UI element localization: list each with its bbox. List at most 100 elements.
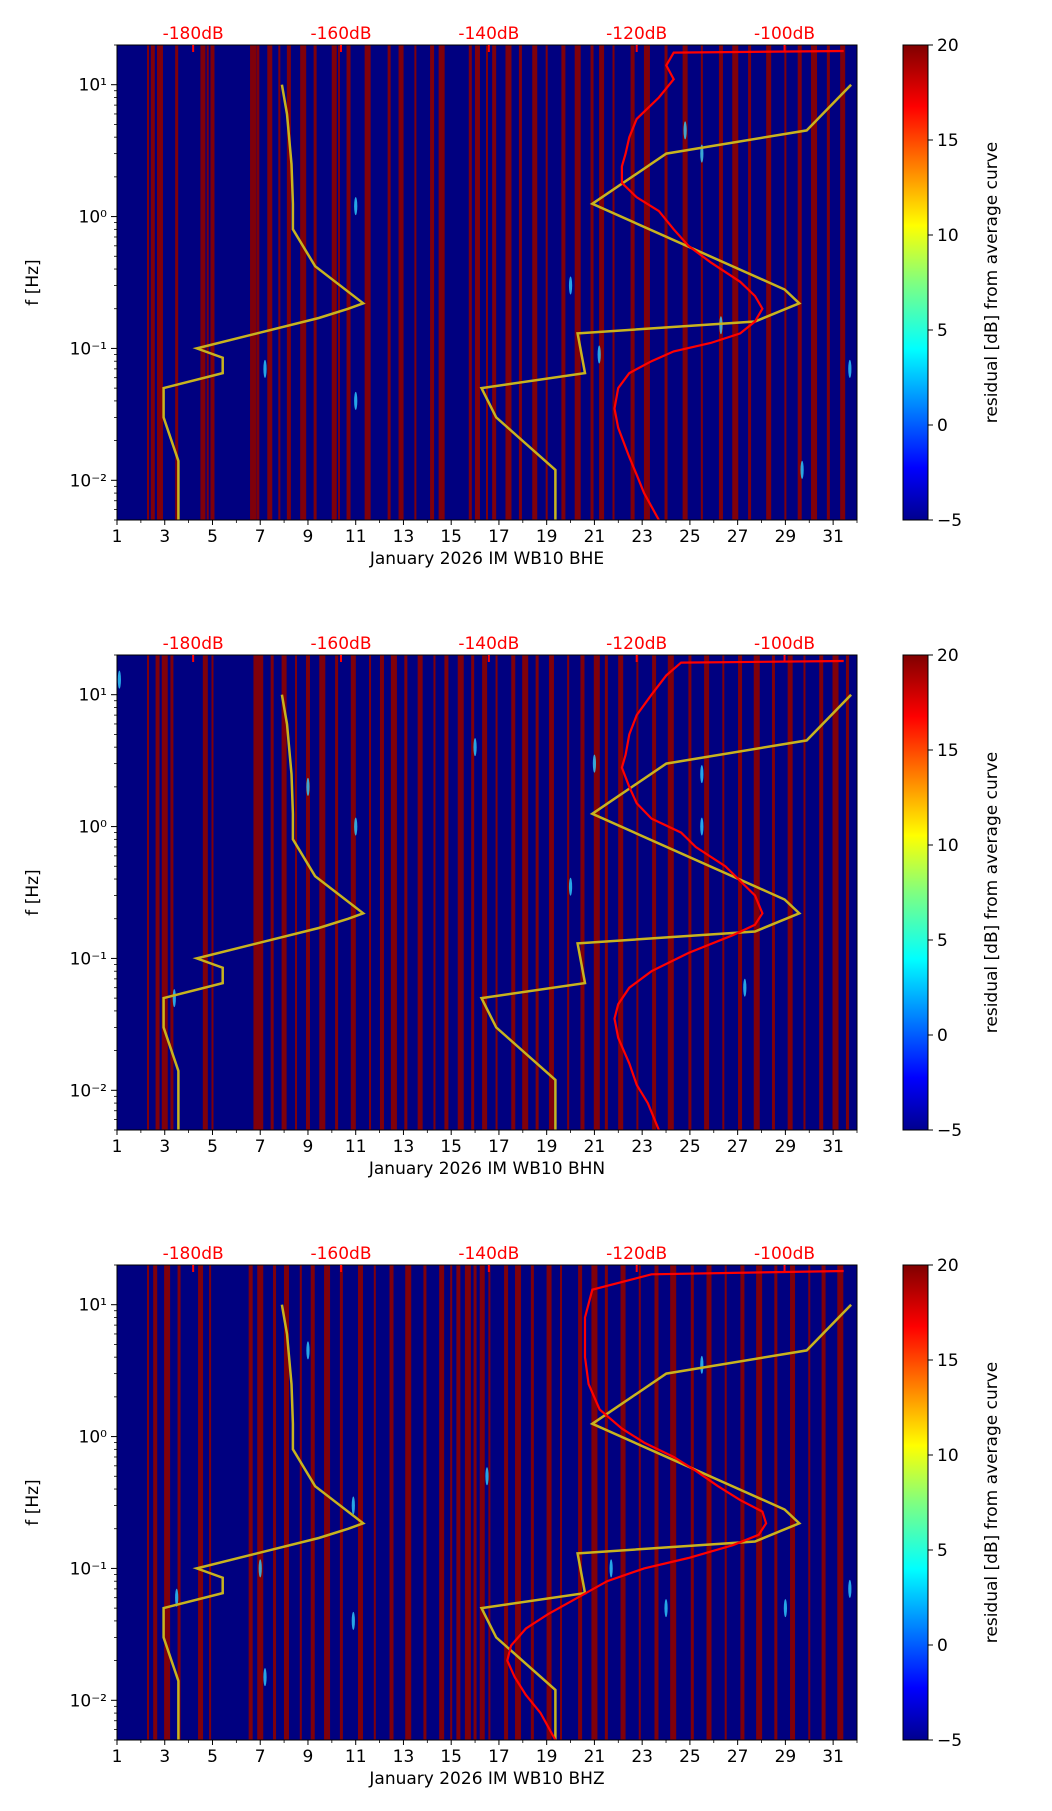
residual-band <box>147 1265 150 1740</box>
x-tick-label: 23 <box>631 1137 653 1157</box>
plot-frame <box>116 44 858 521</box>
top-db-tick-label: -180dB <box>163 24 224 44</box>
residual-speckle <box>354 391 358 410</box>
residual-speckle <box>719 316 723 335</box>
x-tick-label: 1 <box>112 1747 123 1767</box>
residual-band <box>379 655 384 1130</box>
residual-band <box>784 45 787 520</box>
residual-band <box>561 45 566 520</box>
x-tick-label: 19 <box>536 1747 558 1767</box>
plot-area <box>117 45 857 520</box>
residual-band <box>319 655 326 1130</box>
residual-band <box>473 1265 477 1740</box>
residual-band <box>170 655 174 1130</box>
residual-speckle <box>306 777 310 796</box>
residual-speckle <box>743 978 747 997</box>
residual-band <box>430 45 435 520</box>
residual-band <box>832 655 839 1130</box>
residual-speckle <box>263 1668 267 1687</box>
residual-band <box>281 655 287 1130</box>
residual-band <box>350 655 356 1130</box>
x-tick-label: 3 <box>159 1137 170 1157</box>
colorbar <box>902 44 929 521</box>
colorbar-label: residual [dB] from average curve <box>982 1362 1002 1643</box>
residual-band <box>492 45 497 520</box>
residual-band <box>495 655 498 1130</box>
plot-area <box>117 1265 857 1740</box>
residual-band <box>444 655 449 1130</box>
top-db-tick-label: -180dB <box>163 634 224 654</box>
residual-band <box>580 655 585 1130</box>
residual-band <box>532 45 538 520</box>
residual-band <box>808 1265 811 1740</box>
x-tick-label: 23 <box>631 527 653 547</box>
x-tick-label: 27 <box>727 527 749 547</box>
x-tick-label: 17 <box>488 527 510 547</box>
residual-band <box>840 45 846 520</box>
residual-band <box>414 45 417 520</box>
residual-band <box>724 1265 727 1740</box>
residual-speckle <box>354 817 358 836</box>
x-tick-label: 5 <box>207 1747 218 1767</box>
residual-band <box>620 1265 626 1740</box>
top-db-tick-label: -160dB <box>310 634 371 654</box>
residual-speckle <box>172 989 176 1008</box>
residual-band <box>738 655 743 1130</box>
residual-speckle <box>783 1599 787 1618</box>
residual-band <box>560 1265 562 1740</box>
heatmap-background <box>117 1265 857 1740</box>
plot-area <box>117 655 857 1130</box>
x-tick-label: 23 <box>631 1747 653 1767</box>
x-tick-label: 25 <box>679 527 701 547</box>
residual-band <box>438 45 445 520</box>
x-tick-label: 3 <box>159 1747 170 1767</box>
residual-band <box>803 655 806 1130</box>
residual-band <box>821 1265 826 1740</box>
residual-speckle <box>664 1599 668 1618</box>
residual-band <box>164 1265 171 1740</box>
residual-band <box>175 45 179 520</box>
residual-band <box>845 655 849 1130</box>
y-tick-label: 10⁰ <box>79 1428 108 1448</box>
x-tick-label: 11 <box>345 1137 367 1157</box>
residual-band <box>690 1265 694 1740</box>
top-db-tick-label: -100dB <box>754 634 815 654</box>
residual-speckle <box>263 359 267 378</box>
colorbar-tick-label: 0 <box>937 1026 948 1046</box>
residual-band <box>417 655 423 1130</box>
residual-band <box>250 45 257 520</box>
y-tick-label: 10⁻² <box>70 1691 107 1711</box>
residual-speckle <box>351 1496 355 1515</box>
y-tick-label: 10⁻¹ <box>70 1559 107 1579</box>
x-tick-label: 19 <box>536 527 558 547</box>
residual-band <box>464 1265 471 1740</box>
residual-band <box>837 1265 844 1740</box>
residual-band <box>811 45 818 520</box>
top-db-tick-label: -120dB <box>606 24 667 44</box>
colorbar <box>902 1264 929 1741</box>
x-tick-label: 15 <box>440 1747 462 1767</box>
residual-band <box>590 45 594 520</box>
residual-band <box>604 655 608 1130</box>
top-db-tick-label: -160dB <box>310 1244 371 1264</box>
x-tick-label: 31 <box>822 527 844 547</box>
residual-speckle <box>485 1467 489 1486</box>
residual-band <box>819 655 824 1130</box>
residual-band <box>278 45 281 520</box>
residual-speckle <box>800 460 804 479</box>
y-axis-label: f [Hz] <box>23 869 43 915</box>
y-tick-label: 10¹ <box>79 1296 107 1316</box>
residual-band <box>797 45 802 520</box>
residual-band <box>612 45 615 520</box>
residual-band <box>156 45 163 520</box>
residual-band <box>209 1265 212 1740</box>
residual-band <box>630 45 635 520</box>
colorbar-tick-label: 15 <box>937 741 959 761</box>
colorbar-tick-label: 20 <box>937 646 959 666</box>
residual-band <box>202 655 208 1130</box>
x-tick-label: 7 <box>255 1747 266 1767</box>
residual-band <box>253 655 258 1130</box>
